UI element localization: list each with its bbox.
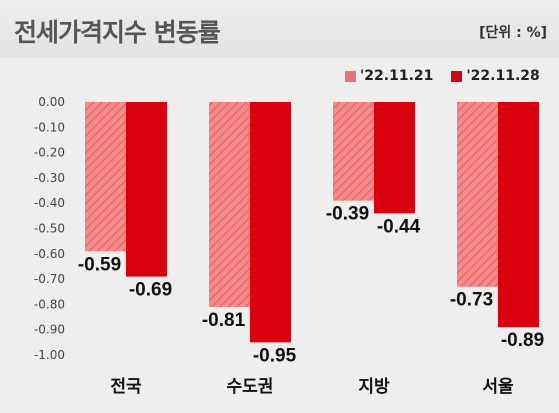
data-label: -0.59 (78, 254, 121, 275)
data-label: -0.69 (129, 280, 172, 301)
y-tick-label: -0.40 (34, 196, 65, 210)
y-tick-label: -1.00 (34, 348, 65, 362)
bar (333, 102, 374, 201)
legend-label-series-1: '22.11.21 (360, 68, 434, 84)
y-tick-label: -0.20 (34, 146, 65, 160)
y-tick-label: -0.90 (34, 323, 65, 337)
bar (374, 102, 415, 214)
y-tick-label: -0.10 (34, 120, 65, 134)
x-category-label: 수도권 (227, 377, 274, 397)
legend-label-series-2: '22.11.28 (466, 68, 540, 84)
chart-header: 전세가격지수 변동률 [단위 : %] (0, 0, 559, 58)
legend-swatch-series-1 (345, 70, 356, 82)
data-label: -0.89 (501, 330, 544, 351)
x-category-label: 지방 (358, 377, 390, 397)
bar (126, 102, 167, 277)
y-tick-label: -0.50 (34, 222, 65, 236)
x-category-label: 전국 (110, 377, 142, 397)
legend-item-series-1: '22.11.21 (345, 68, 433, 84)
y-tick-label: -0.80 (34, 297, 65, 311)
legend-swatch-series-2 (451, 70, 463, 82)
data-label: -0.44 (377, 216, 421, 237)
bar (250, 102, 291, 343)
legend-item-series-2: '22.11.28 (451, 68, 540, 84)
data-label: -0.39 (326, 204, 369, 225)
data-label: -0.95 (253, 345, 297, 366)
bar (209, 102, 250, 307)
unit-label: [단위 : %] (479, 25, 547, 41)
bar (498, 102, 539, 328)
data-label: -0.73 (450, 290, 493, 311)
chart-title: 전세가격지수 변동률 (14, 18, 221, 47)
y-tick-label: -0.70 (34, 272, 65, 286)
y-tick-label: -0.30 (34, 171, 65, 185)
y-tick-label: -0.60 (34, 247, 65, 261)
bar (457, 102, 498, 287)
x-category-label: 서울 (482, 377, 514, 397)
y-tick-label: 0.00 (38, 95, 65, 109)
legend: '22.11.21 '22.11.28 (345, 68, 540, 84)
data-label: -0.81 (202, 310, 246, 331)
bar (85, 102, 126, 252)
